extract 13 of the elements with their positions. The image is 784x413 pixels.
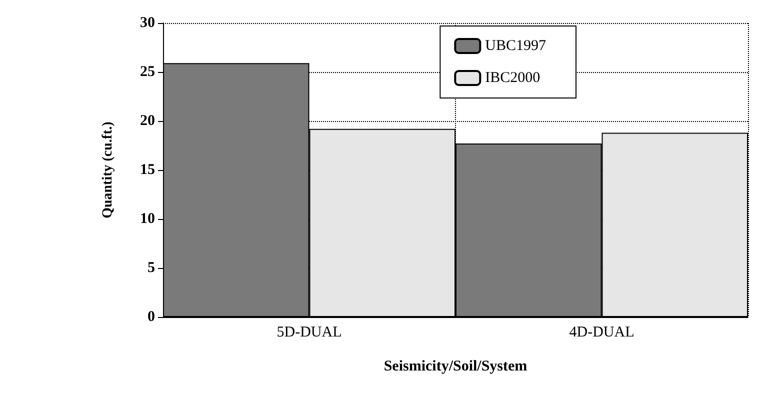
y-tick-label: 10 xyxy=(140,211,155,227)
legend-label: IBC2000 xyxy=(485,70,540,86)
x-axis-title: Seismicity/Soil/System xyxy=(384,358,528,374)
y-tick-label: 20 xyxy=(140,113,155,129)
y-tick-label: 15 xyxy=(140,162,155,178)
x-tick-label: 5D-DUAL xyxy=(276,324,342,340)
x-tick-label: 4D-DUAL xyxy=(569,324,634,340)
y-tick-label: 0 xyxy=(148,309,155,325)
y-axis-title: Quantity (cu.ft.) xyxy=(100,121,116,218)
legend-label: UBC1997 xyxy=(485,38,546,54)
y-tick-label: 25 xyxy=(140,64,155,80)
y-tick-label: 30 xyxy=(140,15,155,31)
y-tick-label: 5 xyxy=(148,260,155,276)
